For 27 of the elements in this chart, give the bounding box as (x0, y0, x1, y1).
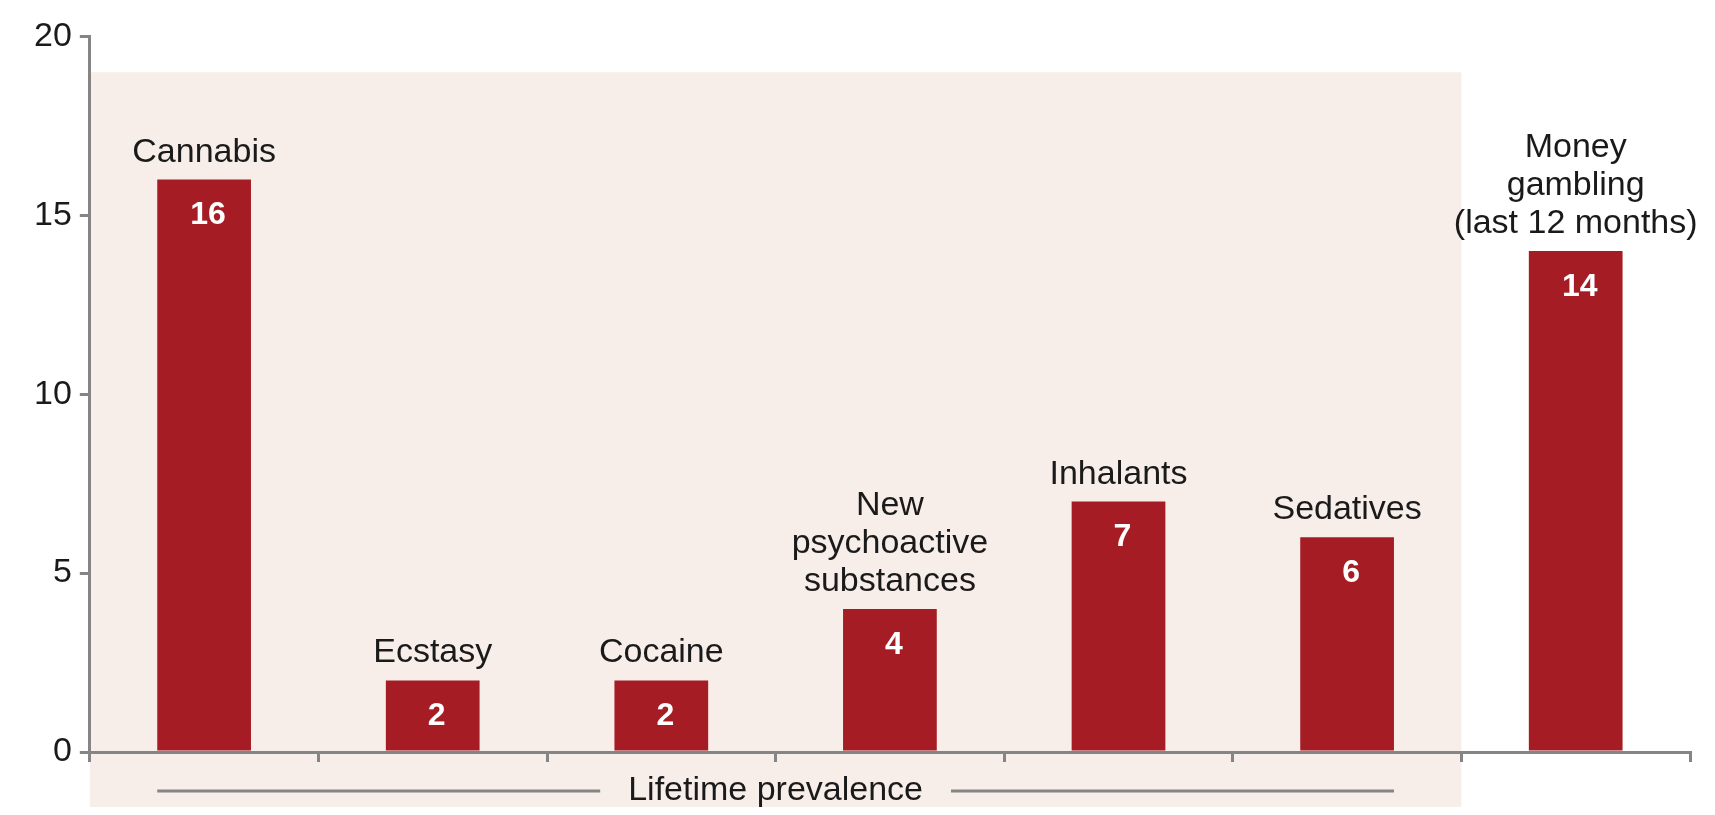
y-tick-label: 15 (33, 193, 72, 232)
data-label: 4 (885, 624, 904, 661)
data-label: 14 (1561, 266, 1598, 303)
bar (157, 179, 251, 751)
y-tick-label: 10 (33, 372, 72, 411)
bar (1071, 501, 1166, 751)
y-tick-label: 0 (52, 730, 72, 769)
x-tick-label: Cannabis (132, 130, 276, 169)
y-tick-label: 20 (33, 14, 72, 53)
bar (385, 680, 480, 751)
y-tick-label: 5 (52, 551, 72, 590)
bar (843, 608, 937, 751)
x-tick-label: Cocaine (598, 631, 724, 670)
bar (1528, 251, 1623, 751)
bar (1300, 537, 1394, 751)
data-label: 7 (1113, 517, 1132, 554)
x-tick-label: Money gambling (last 12 months) (1453, 126, 1698, 241)
band-label: Lifetime prevalence (628, 769, 924, 808)
data-label: 2 (656, 696, 675, 733)
x-tick-label: Inhalants (1049, 452, 1188, 491)
data-label: 6 (1342, 553, 1360, 590)
x-tick-label: Ecstasy (373, 631, 493, 670)
data-label: 16 (190, 195, 226, 232)
x-tick-label: Sedatives (1272, 488, 1422, 527)
data-label: 2 (427, 696, 446, 733)
bar (614, 680, 709, 751)
x-tick-label: New psychoactive substances (791, 483, 989, 598)
